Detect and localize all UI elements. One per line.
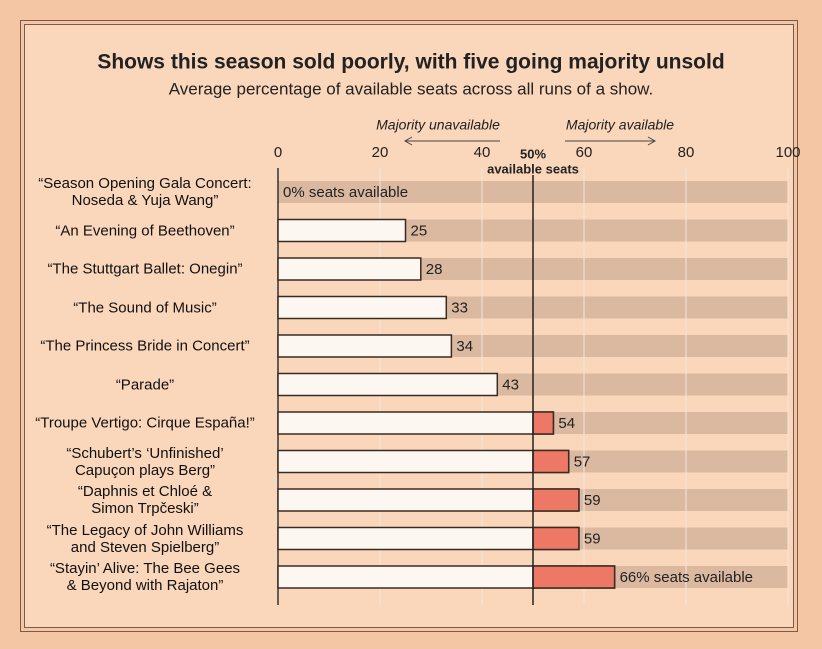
x-tick-label: 0 [274, 144, 282, 161]
right-note: Majority available [566, 117, 674, 133]
category-label: “Stayin’ Alive: The Bee Gees & Beyond wi… [49, 560, 241, 594]
category-label: “Schubert’s ‘Unfinished’ Capuçon plays B… [66, 444, 224, 479]
value-label: 33 [451, 299, 468, 316]
bar [277, 334, 453, 358]
value-label: 57 [574, 453, 591, 470]
midline-caption: available seats [487, 161, 579, 176]
value-label: 43 [502, 376, 519, 393]
x-tick-label: 80 [678, 144, 695, 161]
majority-highlight [532, 449, 570, 474]
chart-subtitle: Average percentage of available seats ac… [169, 79, 653, 98]
majority-highlight [532, 488, 580, 512]
arrow-right [565, 136, 657, 146]
midline-label: 50% [520, 146, 546, 161]
category-label: “The Legacy of John Williams and Steven … [46, 521, 244, 556]
x-tick-label: 60 [576, 144, 593, 161]
arrow-left [403, 136, 500, 146]
category-label: “Daphnis et Chloé & Simon Trpčeski” [77, 483, 213, 517]
category-label: “Season Opening Gala Concert: Noseda & Y… [38, 175, 252, 209]
bar [277, 257, 422, 281]
left-note: Majority unavailable [376, 117, 500, 133]
category-label: “The Stuttgart Ballet: Onegin” [47, 260, 243, 278]
category-label: “An Evening of Beethoven” [55, 222, 235, 239]
category-label: “Troupe Vertigo: Cirque España!” [35, 414, 255, 432]
bar [277, 449, 570, 474]
value-label: 0% seats available [283, 184, 408, 201]
x-tick-label: 20 [372, 144, 389, 161]
category-label: “Parade” [115, 376, 175, 393]
majority-highlight [532, 565, 616, 589]
value-label: 54 [558, 415, 575, 432]
x-tick-label: 100 [775, 144, 800, 161]
majority-highlight [532, 411, 555, 435]
bar [277, 218, 407, 243]
category-label: “The Sound of Music” [73, 299, 217, 316]
majority-highlight [532, 526, 580, 551]
value-label: 66% seats available [620, 569, 753, 586]
value-label: 28 [426, 261, 443, 278]
bar [277, 411, 555, 435]
value-label: 59 [584, 530, 601, 547]
value-label: 59 [584, 492, 601, 509]
x-tick-label: 40 [474, 144, 491, 161]
value-label: 25 [411, 222, 428, 239]
chart-title: Shows this season sold poorly, with five… [97, 51, 724, 74]
category-label: “The Princess Bride in Concert” [40, 337, 250, 355]
bar [277, 372, 499, 397]
value-label: 34 [456, 338, 473, 355]
bar [277, 295, 448, 320]
